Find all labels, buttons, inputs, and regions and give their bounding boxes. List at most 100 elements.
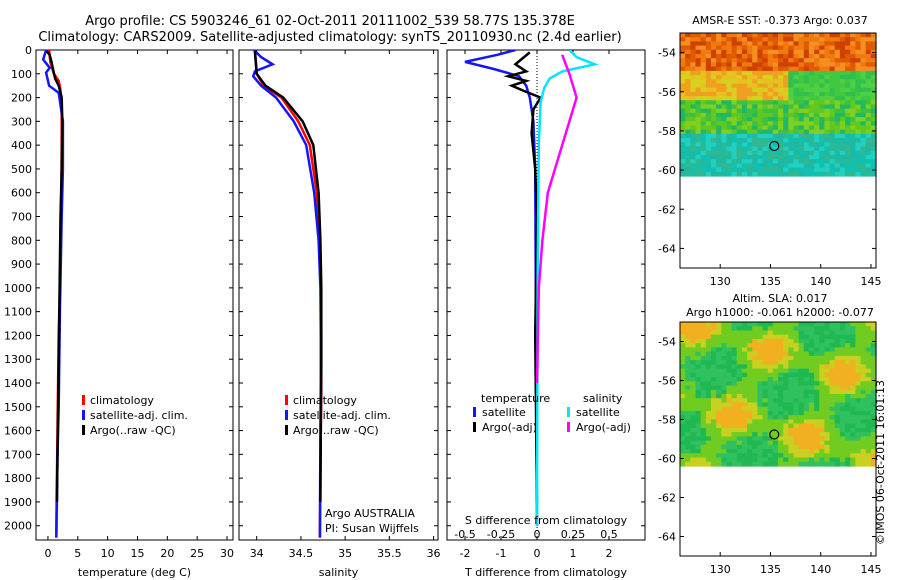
map-cell [752, 457, 758, 463]
map-cell [721, 351, 728, 357]
map-cell [752, 83, 758, 89]
map-cell [829, 385, 836, 391]
map-cell [726, 377, 733, 382]
series-line-2 [535, 50, 599, 526]
map-cell [772, 41, 779, 47]
map-cell [726, 343, 733, 348]
map-cell [834, 150, 841, 156]
map-cell [731, 389, 738, 395]
map-cell [860, 364, 867, 370]
map-cell [695, 436, 702, 442]
map-cell [808, 54, 815, 59]
map-cell [731, 368, 738, 374]
map-cell [819, 322, 826, 327]
map-cell [870, 142, 877, 148]
map-cell [767, 415, 774, 420]
map-cell [741, 427, 748, 433]
map-cell [685, 129, 691, 135]
map-cell [814, 121, 820, 127]
map-cell [747, 406, 753, 412]
map-cell [839, 444, 846, 450]
map-cell [860, 146, 867, 152]
map-cell [845, 142, 851, 148]
map-cell [757, 100, 764, 106]
map-cell [705, 432, 712, 437]
map-cell [705, 419, 712, 425]
map-cell [819, 410, 826, 416]
map-cell [716, 389, 722, 395]
map-cell [721, 91, 728, 97]
map-cell [716, 163, 722, 169]
map-cell [855, 58, 862, 63]
map-cell [798, 155, 805, 160]
map-cell [808, 45, 815, 51]
map-cell [845, 449, 851, 454]
map-cell [752, 87, 758, 93]
map-cell [700, 96, 707, 101]
map-cell [716, 377, 722, 382]
map-cell [716, 146, 722, 152]
map-cell [721, 171, 728, 177]
map-cell [793, 334, 800, 340]
map-cell [685, 112, 691, 118]
map-cell [803, 334, 810, 340]
map-cell [793, 129, 800, 135]
map-cell [680, 171, 686, 177]
map-cell [778, 75, 784, 80]
map-cell [752, 100, 758, 106]
map-cell [752, 398, 758, 403]
map-cell [819, 70, 826, 76]
map-cell [685, 87, 691, 93]
map-cell [808, 326, 815, 331]
map-cell [757, 440, 764, 446]
map-cell [736, 125, 743, 131]
map-cell [839, 440, 846, 446]
map-cell [726, 347, 733, 353]
map-cell [710, 347, 717, 353]
map-cell [814, 338, 820, 344]
map-cell [803, 45, 810, 51]
imos-timestamp: ©IMOS 06-Oct-2011 16:01:13 [874, 379, 887, 545]
map-cell [870, 100, 877, 106]
map-cell [870, 117, 877, 122]
map-cell [685, 364, 691, 370]
map-cell [721, 70, 728, 76]
map-cell [829, 419, 836, 425]
map-cell [850, 326, 856, 331]
map-cell [839, 58, 846, 63]
map-cell [855, 129, 862, 135]
map-cell [772, 100, 779, 106]
map-cell [752, 167, 758, 173]
map-cell [865, 49, 872, 55]
map-cell [762, 453, 769, 459]
map-y-tick-label: -64 [658, 531, 676, 544]
map-cell [808, 351, 815, 357]
map-cell [829, 423, 836, 429]
map-cell [819, 108, 826, 114]
map-cell [819, 419, 826, 425]
map-cell [824, 457, 831, 463]
legend-label: satellite-adj. clim. [90, 409, 188, 422]
map-cell [814, 372, 820, 378]
map-cell [819, 75, 826, 80]
map-cell [845, 146, 851, 152]
map-cell [845, 368, 851, 374]
map-cell [690, 75, 697, 80]
map-cell [767, 33, 774, 38]
map-cell [870, 112, 877, 118]
map-cell [731, 129, 738, 135]
map-cell [829, 372, 836, 378]
map-cell [752, 444, 758, 450]
map-cell [819, 453, 826, 459]
map-cell [716, 142, 722, 148]
x-tick-label: 2 [606, 547, 613, 560]
map-cell [710, 368, 717, 374]
map-cell [819, 326, 826, 331]
map-cell [752, 440, 758, 446]
map-cell [721, 432, 728, 437]
map-cell [726, 457, 733, 463]
map-cell [839, 75, 846, 80]
map-cell [726, 394, 733, 399]
map-cell [834, 37, 841, 42]
map-cell [767, 66, 774, 72]
